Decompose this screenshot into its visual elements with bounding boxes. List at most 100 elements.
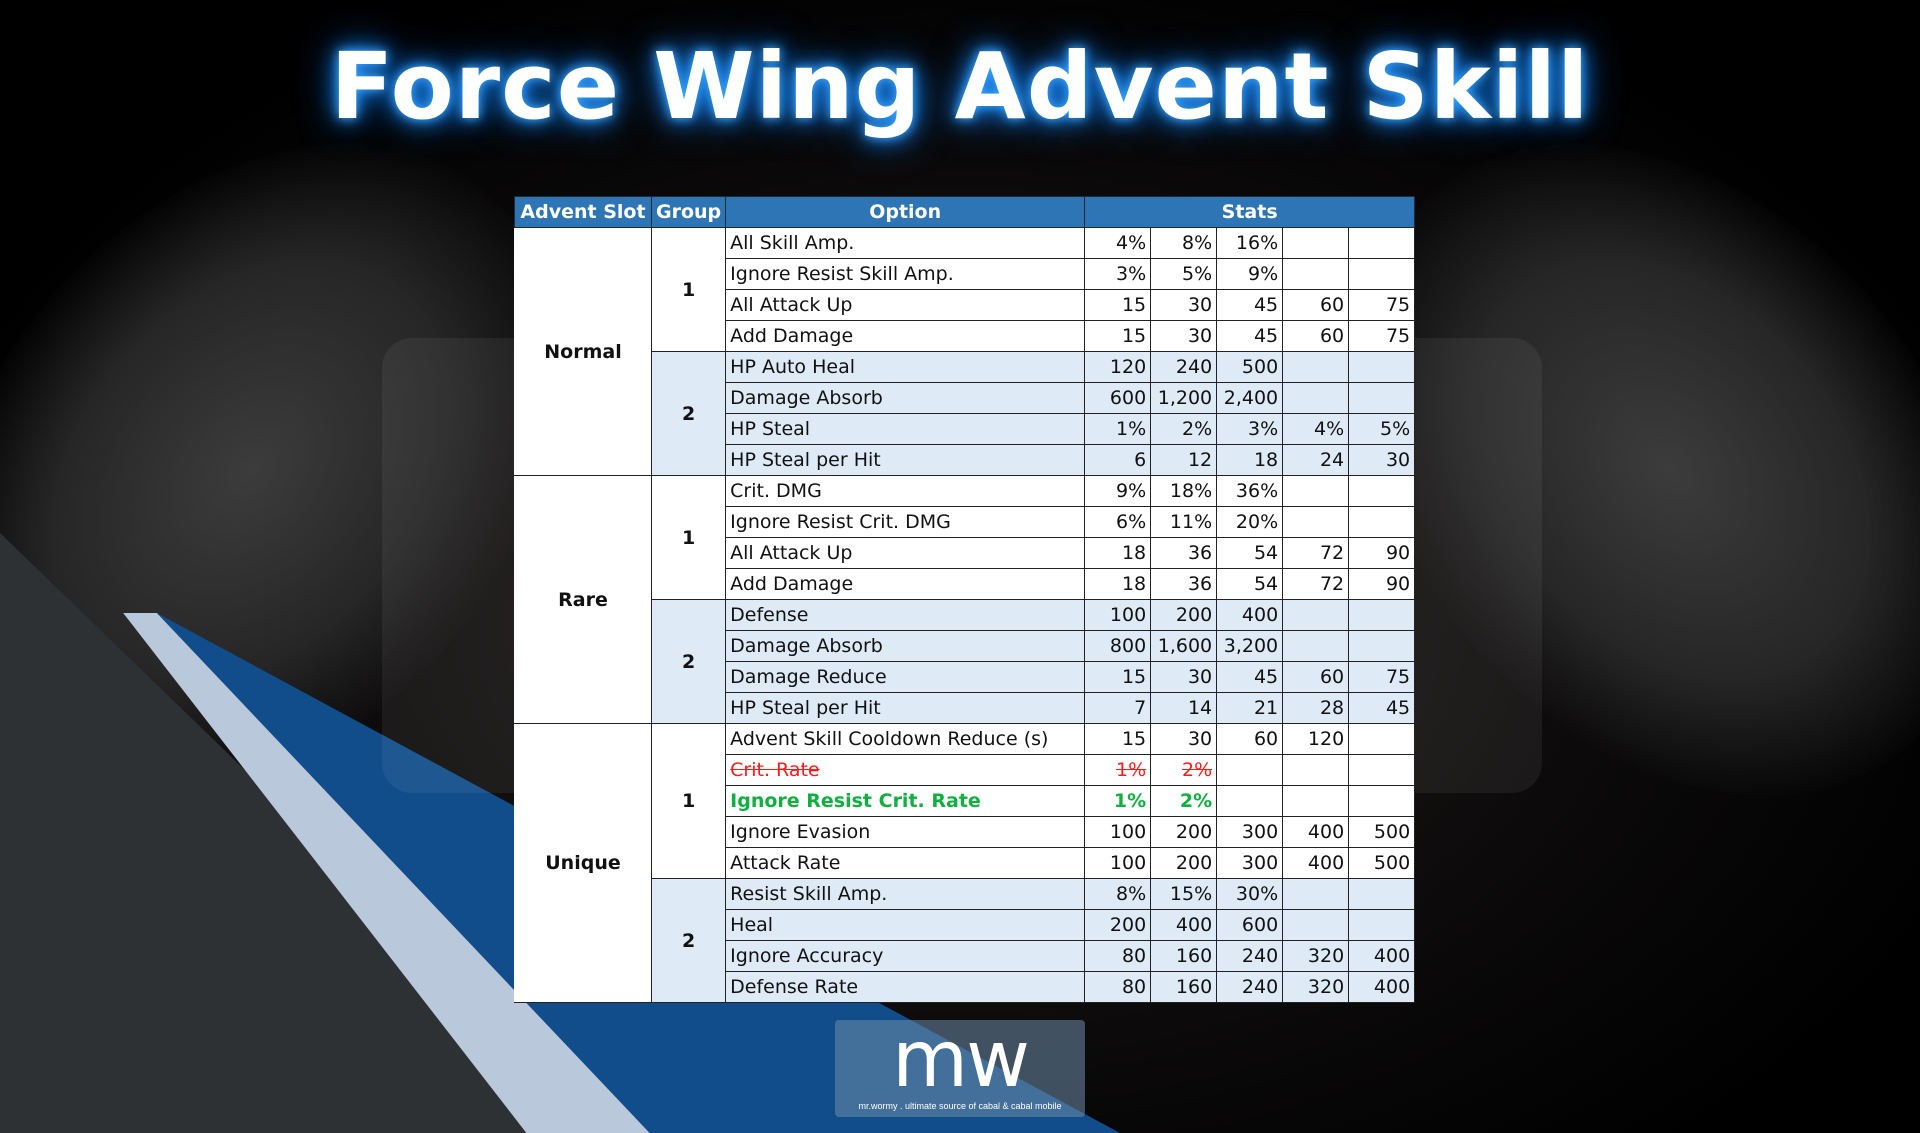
group-cell: 1 — [650, 227, 727, 352]
table-row: Ignore Resist Skill Amp. 3% 5% 9% — [515, 258, 1416, 290]
group-cell: 2 — [650, 599, 727, 724]
stat-cell: 30 — [1150, 723, 1218, 755]
stat-cell: 120 — [1282, 723, 1350, 755]
stat-cell: 100 — [1084, 847, 1152, 879]
group-cell: 2 — [650, 351, 727, 476]
option-cell: Defense Rate — [725, 971, 1086, 1003]
stat-cell: 45 — [1348, 692, 1416, 724]
stat-cell: 11% — [1150, 506, 1218, 538]
stat-cell: 6 — [1084, 444, 1152, 476]
stat-cell — [1282, 506, 1350, 538]
stat-cell — [1348, 785, 1416, 817]
stat-cell: 240 — [1216, 971, 1284, 1003]
stat-cell: 240 — [1216, 940, 1284, 972]
table-row: Damage Reduce 15 30 45 60 75 — [515, 661, 1416, 693]
stat-cell — [1282, 599, 1350, 631]
option-cell: HP Steal — [725, 413, 1086, 445]
stat-cell: 15 — [1084, 289, 1152, 321]
stat-cell: 100 — [1084, 599, 1152, 631]
stat-cell: 20% — [1216, 506, 1284, 538]
option-cell: HP Steal per Hit — [725, 444, 1086, 476]
option-cell: Advent Skill Cooldown Reduce (s) — [725, 723, 1086, 755]
stat-cell: 18 — [1216, 444, 1284, 476]
stat-cell: 400 — [1282, 816, 1350, 848]
stat-cell: 320 — [1282, 971, 1350, 1003]
stat-cell: 3,200 — [1216, 630, 1284, 662]
option-cell: Ignore Resist Crit. DMG — [725, 506, 1086, 538]
stat-cell: 500 — [1348, 847, 1416, 879]
advent-skill-table: Advent Slot Group Option Stats Normal 1 Al… — [514, 196, 1416, 1003]
stat-cell: 600 — [1216, 909, 1284, 941]
table-row: Ignore Accuracy 80 160 240 320 400 — [515, 940, 1416, 972]
stat-cell — [1282, 754, 1350, 786]
table-row: HP Steal per Hit 6 12 18 24 30 — [515, 444, 1416, 476]
stat-cell: 9% — [1084, 475, 1152, 507]
stat-cell — [1282, 258, 1350, 290]
stat-cell — [1216, 754, 1284, 786]
option-cell: HP Auto Heal — [725, 351, 1086, 383]
stat-cell: 72 — [1282, 537, 1350, 569]
stat-cell: 21 — [1216, 692, 1284, 724]
stat-cell — [1348, 506, 1416, 538]
stat-cell: 200 — [1084, 909, 1152, 941]
stat-cell: 30 — [1150, 289, 1218, 321]
stat-cell: 160 — [1150, 971, 1218, 1003]
stat-cell — [1348, 599, 1416, 631]
stat-cell: 15 — [1084, 320, 1152, 352]
stat-cell — [1348, 909, 1416, 941]
stat-cell: 300 — [1216, 816, 1284, 848]
stat-cell: 2% — [1150, 413, 1218, 445]
stat-cell: 4% — [1084, 227, 1152, 259]
table-row: 2 Defense 100 200 400 — [515, 599, 1416, 724]
stat-cell: 60 — [1282, 320, 1350, 352]
stat-cell — [1348, 630, 1416, 662]
table-row: Ignore Resist Crit. Rate 1% 2% — [515, 785, 1416, 817]
stat-cell: 90 — [1348, 568, 1416, 600]
stat-cell: 30% — [1216, 878, 1284, 910]
table-row: Crit. Rate 1% 2% — [515, 754, 1416, 786]
stat-cell: 28 — [1282, 692, 1350, 724]
table-row: Unique 1 Advent Skill Cooldown Reduce (s) 1… — [514, 723, 1416, 1003]
stat-cell: 80 — [1084, 971, 1152, 1003]
header-option: Option — [725, 196, 1086, 228]
stat-cell: 320 — [1282, 940, 1350, 972]
stat-cell: 80 — [1084, 940, 1152, 972]
stat-cell: 14 — [1150, 692, 1218, 724]
option-cell: Damage Absorb — [725, 382, 1086, 414]
advent-slot-cell: Rare — [514, 475, 652, 724]
stat-cell — [1216, 785, 1284, 817]
table-row: Heal 200 400 600 — [515, 909, 1416, 941]
stat-cell: 300 — [1216, 847, 1284, 879]
stat-cell — [1348, 258, 1416, 290]
stat-cell: 8% — [1084, 878, 1152, 910]
table-body: Normal 1 All Skill Amp. 4% 8% 16% Ignore Resis… — [514, 227, 1416, 1003]
stat-cell: 500 — [1216, 351, 1284, 383]
option-cell: Ignore Resist Crit. Rate — [725, 785, 1086, 817]
stat-cell: 400 — [1150, 909, 1218, 941]
table-row: Defense Rate 80 160 240 320 400 — [515, 971, 1416, 1003]
stat-cell: 5% — [1348, 413, 1416, 445]
option-cell: Damage Reduce — [725, 661, 1086, 693]
group-cell: 1 — [650, 475, 727, 600]
option-cell: Resist Skill Amp. — [725, 878, 1086, 910]
stat-cell: 18 — [1084, 537, 1152, 569]
stat-cell — [1282, 475, 1350, 507]
table-row: Damage Absorb 600 1,200 2,400 — [515, 382, 1416, 414]
option-cell: Ignore Evasion — [725, 816, 1086, 848]
stat-cell — [1348, 475, 1416, 507]
option-cell: HP Steal per Hit — [725, 692, 1086, 724]
stat-cell: 1% — [1084, 785, 1152, 817]
option-cell: Add Damage — [725, 568, 1086, 600]
logo-tagline: mr.wormy . ultimate source of cabal & ca… — [858, 1101, 1062, 1111]
option-cell: Damage Absorb — [725, 630, 1086, 662]
header-group: Group — [650, 196, 727, 228]
logo-mark: mw — [892, 1015, 1030, 1105]
stat-cell: 60 — [1282, 661, 1350, 693]
stat-cell: 600 — [1084, 382, 1152, 414]
table-row: Damage Absorb 800 1,600 3,200 — [515, 630, 1416, 662]
table-row: Ignore Evasion 100 200 300 400 500 — [515, 816, 1416, 848]
table-row: 2 HP Auto Heal 120 240 500 — [515, 351, 1416, 476]
option-cell: Crit. Rate — [725, 754, 1086, 786]
stat-cell: 6% — [1084, 506, 1152, 538]
stat-cell: 160 — [1150, 940, 1218, 972]
